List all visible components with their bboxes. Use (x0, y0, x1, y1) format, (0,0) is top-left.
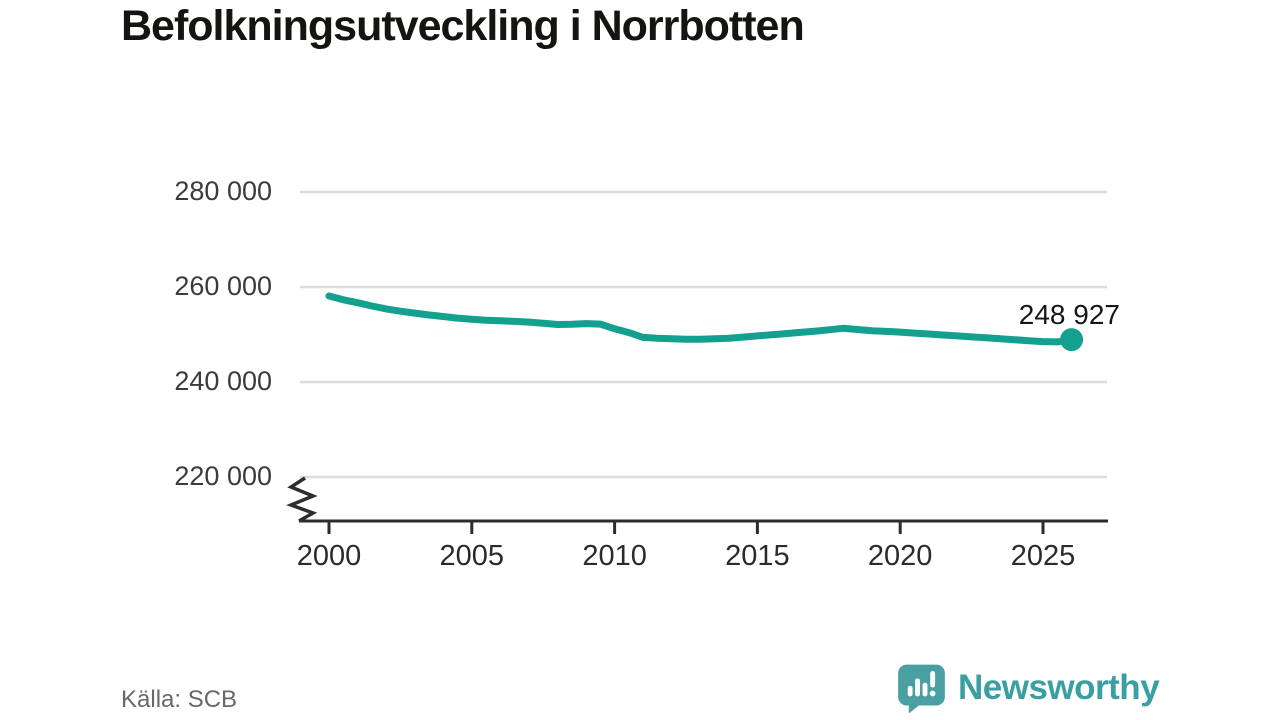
y-tick-label: 260 000 (174, 271, 272, 301)
population-line (325, 292, 1076, 346)
source-label: Källa: SCB (121, 686, 238, 713)
end-value-label: 248 927 (1018, 299, 1120, 330)
x-tick-label: 2005 (439, 540, 505, 572)
x-tick-label: 2020 (867, 540, 933, 572)
logo-bar-tall (915, 678, 921, 697)
chart-title: Befolkningsutveckling i Norrbotten (121, 2, 805, 50)
x-tick-label: 2010 (582, 540, 647, 572)
y-tick-label: 240 000 (174, 366, 272, 396)
logo-bar-small (907, 685, 913, 697)
logo-exclamation-dot (929, 690, 936, 697)
logo-bar-medium (922, 682, 928, 697)
y-tick-label: 220 000 (174, 461, 272, 491)
axis-break-zigzag (286, 476, 318, 523)
x-tick-label: 2000 (296, 540, 362, 572)
newsworthy-logo: Newsworthy (896, 663, 1160, 713)
newsworthy-logo-text: Newsworthy (958, 668, 1160, 707)
x-tick-label: 2025 (1010, 540, 1076, 572)
y-tick-label: 280 000 (174, 176, 272, 206)
newsworthy-logo-icon (898, 664, 945, 713)
x-tick-label: 2015 (725, 540, 790, 572)
end-point-dot (1060, 328, 1084, 352)
logo-exclamation-bar (930, 671, 936, 688)
